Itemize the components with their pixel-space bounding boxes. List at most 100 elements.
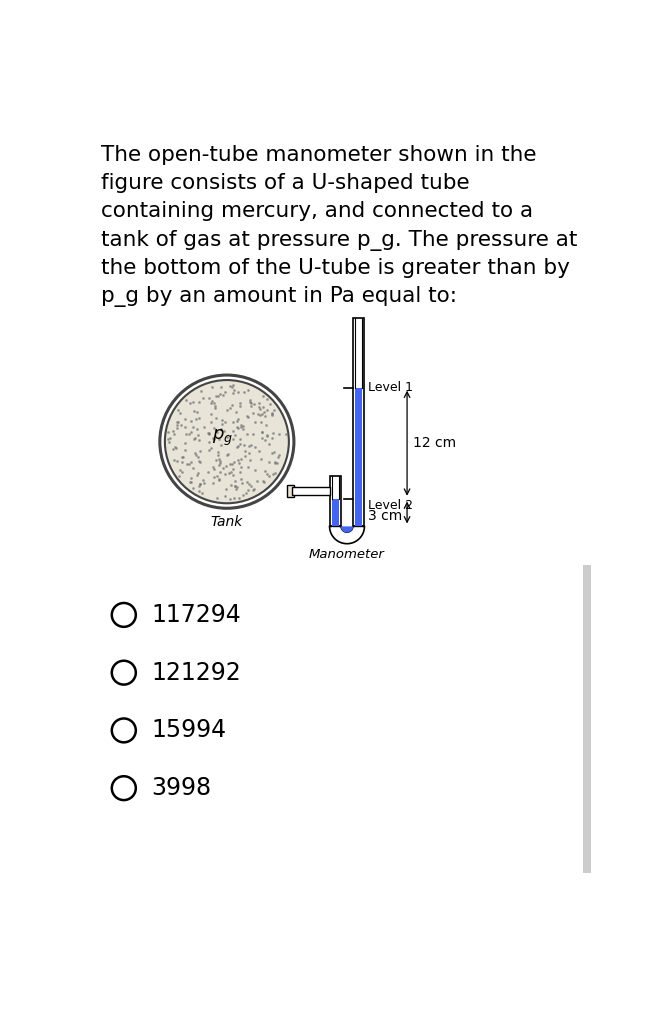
Point bbox=[232, 411, 243, 427]
Point bbox=[208, 431, 219, 447]
Point bbox=[234, 394, 245, 411]
Text: Level 1: Level 1 bbox=[368, 381, 413, 394]
Point bbox=[203, 464, 214, 480]
Point bbox=[260, 432, 271, 449]
Point bbox=[235, 464, 246, 480]
Point bbox=[206, 414, 216, 430]
Point bbox=[260, 408, 271, 424]
Point bbox=[239, 437, 250, 454]
Point bbox=[264, 468, 275, 484]
Point bbox=[177, 454, 188, 470]
Point bbox=[208, 469, 219, 485]
Point bbox=[186, 470, 197, 486]
Point bbox=[170, 438, 180, 455]
Point bbox=[216, 416, 227, 432]
Text: Level 2: Level 2 bbox=[368, 499, 413, 512]
Point bbox=[222, 402, 232, 419]
Point bbox=[198, 475, 209, 492]
Point bbox=[260, 463, 271, 479]
Point bbox=[204, 390, 214, 407]
Point bbox=[238, 418, 248, 434]
Point bbox=[195, 443, 206, 460]
Point bbox=[257, 472, 268, 488]
Point bbox=[234, 397, 245, 414]
Point bbox=[188, 419, 198, 435]
Point bbox=[246, 395, 257, 412]
Point bbox=[246, 478, 257, 495]
Point bbox=[238, 421, 248, 437]
Point bbox=[185, 474, 196, 490]
Point bbox=[232, 479, 242, 496]
Point bbox=[194, 453, 204, 469]
Point bbox=[176, 417, 186, 433]
Point bbox=[226, 476, 236, 493]
Point bbox=[168, 423, 178, 439]
Point bbox=[274, 447, 285, 464]
Text: The open-tube manometer shown in the: The open-tube manometer shown in the bbox=[101, 145, 536, 165]
Point bbox=[220, 487, 230, 504]
Point bbox=[230, 480, 241, 497]
Point bbox=[188, 479, 198, 496]
Point bbox=[205, 394, 216, 411]
Point bbox=[216, 379, 226, 395]
Point bbox=[172, 453, 182, 469]
Text: figure consists of a U-shaped tube: figure consists of a U-shaped tube bbox=[101, 173, 469, 194]
Point bbox=[224, 399, 235, 416]
Point bbox=[250, 438, 261, 455]
Point bbox=[267, 406, 277, 422]
Point bbox=[236, 417, 246, 433]
Point bbox=[214, 471, 224, 487]
Point bbox=[192, 403, 203, 420]
Point bbox=[195, 476, 206, 493]
Point bbox=[172, 414, 182, 430]
Point bbox=[164, 434, 174, 451]
Point bbox=[228, 414, 238, 430]
Point bbox=[236, 452, 246, 468]
Point bbox=[208, 475, 219, 492]
Point bbox=[252, 473, 263, 489]
Point bbox=[196, 485, 207, 502]
Point bbox=[248, 482, 259, 499]
Point bbox=[163, 424, 174, 440]
Point bbox=[208, 459, 218, 475]
Bar bbox=[292, 486, 329, 496]
Point bbox=[262, 391, 273, 408]
Point bbox=[199, 419, 210, 435]
Point bbox=[234, 489, 244, 506]
Point bbox=[219, 423, 230, 439]
Point bbox=[222, 445, 233, 462]
Point bbox=[180, 441, 191, 458]
Point bbox=[238, 486, 248, 503]
Point bbox=[210, 453, 221, 469]
Point bbox=[232, 413, 242, 429]
Point bbox=[193, 393, 204, 410]
Point bbox=[228, 377, 238, 393]
Point bbox=[208, 420, 219, 436]
Point bbox=[181, 426, 192, 442]
Point bbox=[164, 430, 175, 446]
Point bbox=[228, 489, 239, 506]
Circle shape bbox=[165, 380, 289, 503]
Point bbox=[253, 395, 264, 412]
Point bbox=[255, 401, 265, 418]
Point bbox=[216, 437, 226, 454]
Point bbox=[230, 477, 240, 494]
Point bbox=[192, 450, 203, 466]
Point bbox=[270, 454, 281, 470]
Point bbox=[169, 425, 180, 441]
Point bbox=[268, 466, 279, 482]
Point bbox=[250, 462, 261, 478]
Point bbox=[194, 410, 204, 426]
Point bbox=[234, 455, 244, 471]
Point bbox=[233, 420, 244, 436]
Point bbox=[208, 429, 219, 445]
Point bbox=[186, 454, 196, 470]
Point bbox=[189, 431, 200, 447]
Point bbox=[213, 431, 224, 447]
Point bbox=[203, 433, 214, 450]
Point bbox=[218, 387, 228, 403]
Point bbox=[224, 465, 234, 481]
Point bbox=[265, 395, 276, 412]
Point bbox=[214, 472, 224, 488]
Point bbox=[242, 426, 253, 442]
